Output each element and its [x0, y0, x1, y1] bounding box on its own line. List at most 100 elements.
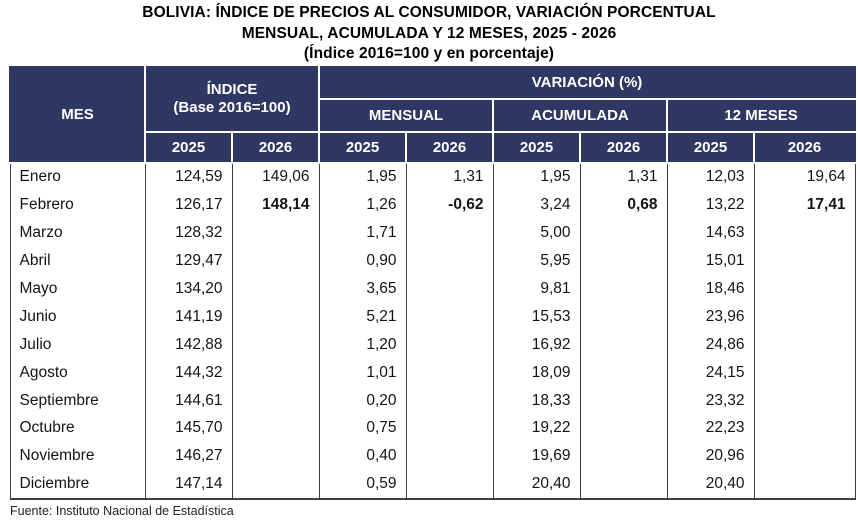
month-cell: Abril — [9, 247, 146, 276]
value-cell: 19,22 — [492, 414, 581, 443]
value-cell: 0,59 — [318, 470, 407, 501]
table-row: Febrero 126,17 148,14 1,26 -0,62 3,24 0,68 13,2… — [9, 191, 856, 220]
value-cell: 1,71 — [318, 219, 407, 248]
value-cell: 1,95 — [492, 162, 581, 192]
table-row: Mayo 134,20 3,65 9,81 18,46 — [9, 275, 856, 303]
header-year-acumulada-2026: 2026 — [579, 130, 668, 164]
value-cell — [405, 330, 494, 359]
value-cell — [579, 219, 668, 248]
value-cell: 0,68 — [579, 191, 668, 220]
header-indice-line2: (Base 2016=100) — [173, 99, 291, 116]
month-cell: Mayo — [9, 275, 146, 303]
value-cell — [579, 470, 668, 501]
value-cell — [753, 330, 856, 359]
value-cell — [231, 442, 320, 471]
value-cell — [579, 330, 668, 359]
value-cell: 141,19 — [144, 302, 233, 331]
table-row: Abril 129,47 0,90 5,95 15,01 — [9, 247, 856, 276]
value-cell: 146,27 — [144, 442, 233, 471]
value-cell: 24,15 — [666, 358, 755, 387]
value-cell: 17,41 — [753, 191, 856, 220]
value-cell: 148,14 — [231, 191, 320, 220]
value-cell: 13,22 — [666, 191, 755, 220]
value-cell: 1,31 — [405, 162, 494, 192]
value-cell: 14,63 — [666, 219, 755, 248]
value-cell — [231, 302, 320, 331]
value-cell — [753, 470, 856, 501]
header-12meses: 12 MESES — [665, 97, 857, 133]
value-cell — [405, 247, 494, 276]
header-year-mensual-2025: 2025 — [318, 130, 407, 164]
value-cell: 149,06 — [231, 162, 320, 192]
value-cell: 145,70 — [144, 414, 233, 443]
table-row: Noviembre 146,27 0,40 19,69 20,96 — [9, 442, 856, 471]
value-cell — [753, 358, 856, 387]
header-year-indice-2026: 2026 — [231, 130, 320, 164]
cpi-table: MES ÍNDICE (Base 2016=100) VARIACIÓN (%)… — [9, 65, 857, 501]
value-cell: 22,23 — [666, 414, 755, 443]
table-row: Diciembre 147,14 0,59 20,40 20,40 — [9, 470, 856, 501]
month-cell: Noviembre — [9, 442, 146, 471]
header-variacion: VARIACIÓN (%) — [317, 65, 857, 100]
header-year-mensual-2026: 2026 — [405, 130, 494, 164]
month-cell: Marzo — [9, 219, 146, 248]
month-cell: Septiembre — [9, 386, 146, 415]
table-body: Enero 124,59 149,06 1,95 1,31 1,95 1,31 12,03 19… — [9, 162, 856, 501]
value-cell: 142,88 — [144, 330, 233, 359]
value-cell — [405, 386, 494, 415]
value-cell: 5,95 — [492, 247, 581, 276]
value-cell: 20,40 — [666, 470, 755, 501]
value-cell — [231, 247, 320, 276]
value-cell: 18,33 — [492, 386, 581, 415]
table-header: MES ÍNDICE (Base 2016=100) VARIACIÓN (%)… — [9, 65, 857, 164]
value-cell: 147,14 — [144, 470, 233, 501]
value-cell — [405, 470, 494, 501]
value-cell: 19,64 — [753, 162, 856, 192]
value-cell — [753, 414, 856, 443]
value-cell: 129,47 — [144, 247, 233, 276]
value-cell — [753, 442, 856, 471]
value-cell: 23,96 — [666, 302, 755, 331]
value-cell — [753, 247, 856, 276]
value-cell: 1,26 — [318, 191, 407, 220]
value-cell: 5,00 — [492, 219, 581, 248]
value-cell: 3,65 — [318, 275, 407, 303]
value-cell: 126,17 — [144, 191, 233, 220]
value-cell: 3,24 — [492, 191, 581, 220]
table-row: Marzo 128,32 1,71 5,00 14,63 — [9, 219, 856, 248]
page-title: BOLIVIA: ÍNDICE DE PRECIOS AL CONSUMIDOR… — [0, 0, 858, 65]
value-cell: 0,90 — [318, 247, 407, 276]
title-line-3: (Índice 2016=100 y en porcentaje) — [303, 45, 555, 62]
value-cell: 18,09 — [492, 358, 581, 387]
value-cell — [405, 414, 494, 443]
value-cell: 1,01 — [318, 358, 407, 387]
value-cell: 15,01 — [666, 247, 755, 276]
value-cell: 144,61 — [144, 386, 233, 415]
value-cell: 5,21 — [318, 302, 407, 331]
value-cell — [579, 386, 668, 415]
header-acumulada: ACUMULADA — [492, 97, 668, 133]
value-cell — [405, 358, 494, 387]
month-cell: Febrero — [9, 191, 146, 220]
header-indice-line1: ÍNDICE — [206, 81, 258, 98]
title-line-2: MENSUAL, ACUMULADA Y 12 MESES, 2025 - 20… — [241, 24, 617, 42]
value-cell: 134,20 — [144, 275, 233, 303]
table-row: Agosto 144,32 1,01 18,09 24,15 — [9, 358, 856, 387]
month-cell: Octubre — [9, 414, 146, 443]
value-cell: 19,69 — [492, 442, 581, 471]
value-cell: 12,03 — [666, 162, 755, 192]
month-cell: Diciembre — [9, 470, 146, 501]
header-mensual: MENSUAL — [318, 97, 494, 133]
value-cell: 9,81 — [492, 275, 581, 303]
value-cell — [579, 358, 668, 387]
value-cell — [753, 219, 856, 248]
value-cell: 1,31 — [579, 162, 668, 192]
value-cell: 1,20 — [318, 330, 407, 359]
month-cell: Julio — [9, 330, 146, 359]
header-mes: MES — [9, 65, 146, 164]
title-line-1: BOLIVIA: ÍNDICE DE PRECIOS AL CONSUMIDOR… — [142, 4, 716, 21]
value-cell: 144,32 — [144, 358, 233, 387]
value-cell — [753, 302, 856, 331]
value-cell — [231, 414, 320, 443]
value-cell — [579, 442, 668, 471]
